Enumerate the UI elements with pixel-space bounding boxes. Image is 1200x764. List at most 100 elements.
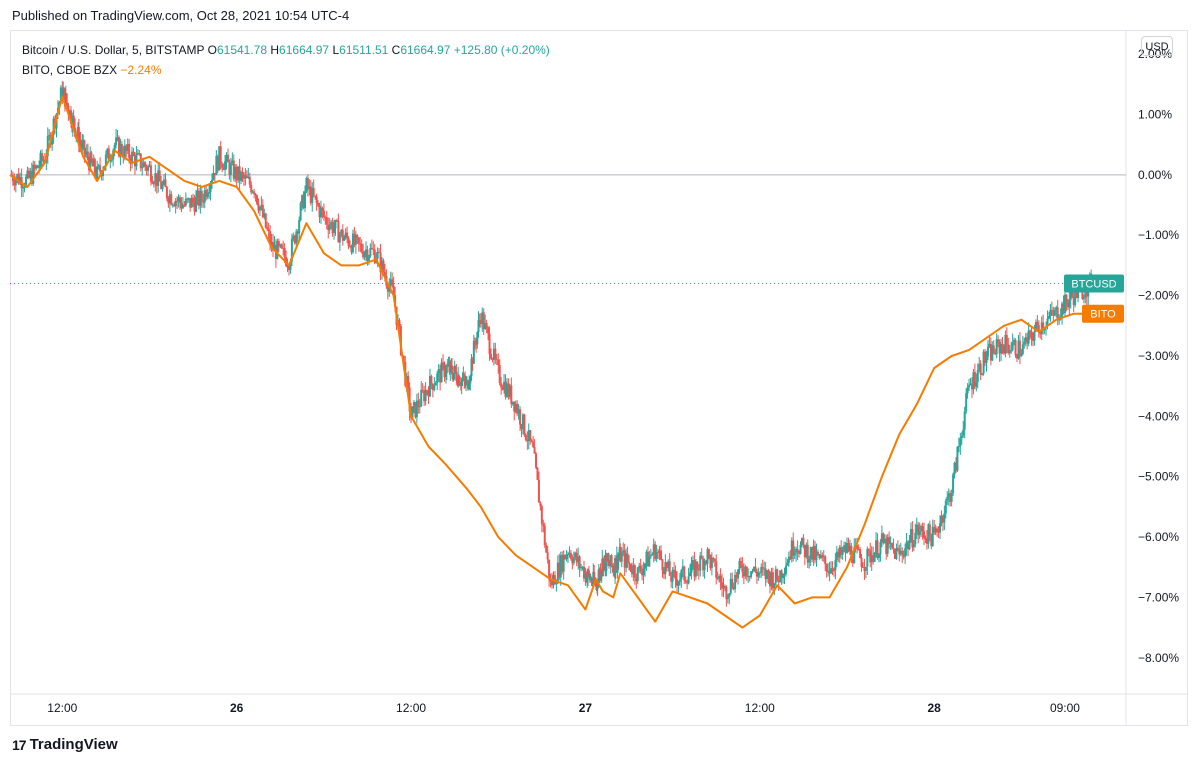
btc-candle-body	[17, 174, 20, 184]
btc-candle-body	[38, 166, 41, 168]
btc-candle-body	[247, 176, 250, 178]
y-tick-label: 2.00%	[1138, 47, 1172, 61]
low-value: 61511.51	[339, 43, 389, 57]
btc-candle-body	[513, 401, 516, 412]
btc-candle-body	[952, 474, 955, 494]
btc-candle-body	[92, 159, 95, 167]
btc-candle-body	[782, 575, 785, 579]
y-tick-label: −8.00%	[1138, 651, 1179, 665]
btc-candle-body	[710, 558, 713, 568]
btc-candle-body	[306, 178, 309, 190]
chart-frame[interactable]	[10, 30, 1188, 726]
btc-candle-body	[261, 204, 264, 218]
btc-candle-body	[957, 446, 960, 448]
btc-candle-body	[494, 348, 497, 359]
btc-candle-body	[806, 544, 809, 563]
btc-candle-body	[163, 179, 166, 185]
btc-candle-body	[786, 562, 789, 566]
btc-candle-body	[516, 403, 519, 414]
btc-candle-body	[303, 191, 306, 209]
btc-candle-body	[209, 183, 212, 192]
btc-candle-body	[411, 406, 414, 418]
btc-candle-body	[110, 159, 113, 161]
btc-candle-body	[1032, 337, 1034, 341]
btc-candle-body	[184, 198, 187, 206]
btc-candle-body	[65, 93, 68, 104]
btc-candle-body	[472, 340, 475, 364]
btc-candle-body	[618, 557, 621, 559]
btc-candle-body	[725, 587, 728, 600]
btc-candle-body	[295, 231, 298, 244]
btc-candle-body	[628, 562, 631, 564]
btc-candle-body	[301, 195, 304, 204]
btc-candle-body	[440, 362, 443, 383]
btc-candle-body	[901, 550, 904, 555]
btc-candle-body	[501, 387, 504, 390]
legend-row-btc[interactable]: Bitcoin / U.S. Dollar, 5, BITSTAMP O6154…	[22, 40, 550, 60]
btc-candle-body	[449, 361, 452, 373]
btc-candle-body	[975, 381, 978, 387]
btc-candle-body	[1027, 330, 1030, 344]
btc-candle-body	[282, 248, 285, 250]
btc-candle-body	[898, 549, 901, 555]
btc-candle-body	[312, 187, 315, 196]
btc-candle-body	[972, 372, 975, 390]
btc-candle-body	[321, 207, 324, 211]
btc-candle-body	[356, 234, 359, 238]
y-tick-label: −5.00%	[1138, 470, 1179, 484]
btc-candle-body	[709, 555, 712, 568]
btc-candle-body	[1047, 316, 1050, 319]
btc-candle-body	[190, 197, 193, 208]
legend-row-bito[interactable]: BITO, CBOE BZX −2.24%	[22, 60, 550, 80]
btc-candle-body	[477, 319, 480, 333]
btc-candle-body	[381, 260, 383, 273]
btc-candle-body	[535, 453, 538, 468]
btc-candle-body	[542, 523, 545, 526]
btc-candle-body	[468, 383, 471, 390]
btc-candle-body	[527, 430, 530, 442]
btc-candle-body	[132, 151, 135, 156]
btc-candle-body	[232, 160, 235, 179]
y-tick-label: −7.00%	[1138, 590, 1179, 604]
btc-candle-body	[344, 232, 347, 238]
btc-candle-body	[277, 241, 280, 247]
btc-candle-body	[755, 571, 758, 577]
btc-candle-body	[205, 190, 208, 198]
btc-candle-body	[1046, 318, 1049, 327]
btc-candle-body	[245, 175, 248, 178]
btc-candle-body	[131, 151, 134, 164]
btc-candle-body	[564, 554, 567, 560]
y-tick-label: 1.00%	[1138, 108, 1172, 122]
btc-candle-body	[645, 551, 648, 564]
btc-candle-body	[664, 562, 667, 575]
btc-candle-body	[109, 160, 112, 162]
btc-candle-body	[707, 549, 710, 556]
btc-candle-body	[602, 559, 605, 572]
btc-candle-body	[619, 546, 622, 562]
btc-candle-body	[937, 531, 940, 533]
btc-candle-body	[1010, 349, 1013, 351]
btc-candle-body	[876, 540, 879, 558]
btc-candle-body	[931, 526, 934, 547]
btc-candle-body	[1055, 307, 1058, 310]
btc-candle-body	[572, 557, 575, 564]
btc-candle-body	[70, 110, 73, 124]
btc-candle-body	[337, 220, 340, 243]
btc-candle-body	[593, 571, 596, 582]
btc-candle-body	[117, 137, 120, 157]
btc-candle-body	[830, 568, 833, 574]
currency-button[interactable]: USD	[1141, 36, 1173, 56]
btc-candle-body	[1050, 309, 1053, 313]
btc-candle-body	[241, 172, 244, 175]
btc-candle-body	[1071, 291, 1074, 297]
btc-candle-body	[1036, 322, 1039, 326]
btc-candle-body	[373, 249, 376, 263]
btc-candle-body	[803, 544, 806, 558]
btc-candle-body	[479, 320, 482, 324]
btc-candle-body	[463, 375, 466, 380]
btc-candle-body	[706, 549, 709, 564]
btc-candle-body	[675, 579, 678, 586]
btc-candle-body	[949, 493, 952, 502]
btc-candle-body	[237, 166, 240, 181]
